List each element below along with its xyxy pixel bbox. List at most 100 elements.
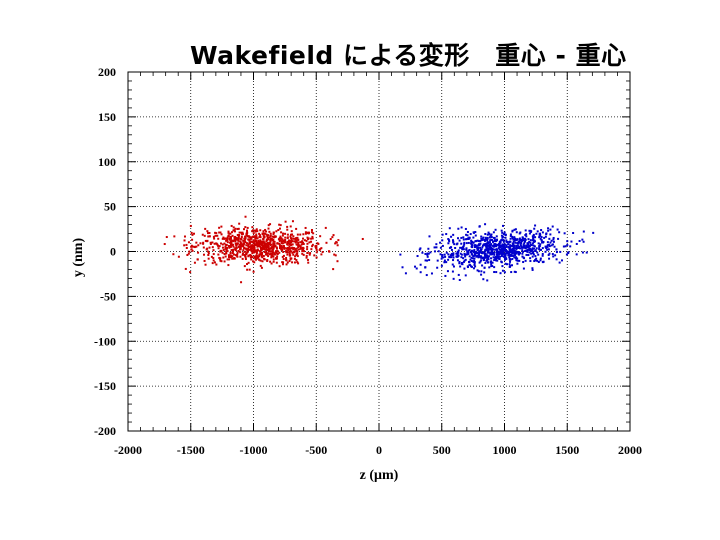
data-point xyxy=(218,256,221,259)
data-point xyxy=(480,270,483,273)
data-point xyxy=(256,242,259,245)
data-point xyxy=(229,255,232,258)
data-point xyxy=(543,236,546,239)
data-point xyxy=(459,265,462,268)
data-point xyxy=(459,252,462,255)
data-point xyxy=(492,236,495,239)
data-point xyxy=(315,251,318,254)
data-point xyxy=(519,239,522,242)
data-point xyxy=(551,243,554,246)
data-point xyxy=(548,245,551,248)
data-point xyxy=(460,256,463,259)
data-point xyxy=(444,274,447,277)
data-point xyxy=(289,247,292,250)
data-point xyxy=(291,233,294,236)
data-point xyxy=(304,232,307,235)
data-point xyxy=(485,259,488,262)
data-point xyxy=(258,253,261,256)
data-point xyxy=(445,251,448,254)
data-point xyxy=(496,259,499,262)
data-point xyxy=(497,247,500,250)
data-point xyxy=(270,250,273,253)
data-point xyxy=(271,238,274,241)
data-point xyxy=(570,240,573,243)
data-point xyxy=(321,250,324,253)
data-point xyxy=(552,255,555,258)
data-point xyxy=(286,243,289,246)
data-point xyxy=(228,258,231,261)
data-point xyxy=(496,239,499,242)
data-point xyxy=(494,240,497,243)
data-point xyxy=(256,230,259,233)
data-point xyxy=(470,249,473,252)
data-point xyxy=(541,254,544,257)
data-point xyxy=(504,236,507,239)
data-point xyxy=(236,242,239,245)
data-point xyxy=(441,255,444,258)
data-point xyxy=(484,233,487,236)
data-point xyxy=(214,234,217,237)
data-point xyxy=(261,244,264,247)
data-point xyxy=(535,232,538,235)
data-point xyxy=(315,248,318,251)
data-point xyxy=(521,255,524,258)
data-point xyxy=(241,231,244,234)
data-point xyxy=(197,251,200,254)
data-point xyxy=(524,238,527,241)
data-point xyxy=(421,251,424,254)
data-point xyxy=(478,261,481,264)
data-point xyxy=(489,239,492,242)
chart-title: Wakefield による変形 重心 - 重心 xyxy=(190,41,627,70)
data-point xyxy=(532,237,535,240)
data-point xyxy=(461,248,464,251)
data-point xyxy=(483,266,486,269)
data-point xyxy=(561,259,564,262)
data-point xyxy=(317,242,320,245)
data-point xyxy=(538,248,541,251)
data-point xyxy=(480,256,483,259)
data-point xyxy=(302,237,305,240)
data-point xyxy=(318,249,321,252)
data-point xyxy=(509,249,512,252)
data-point xyxy=(482,236,485,239)
data-point xyxy=(272,247,275,250)
data-point xyxy=(436,259,439,262)
data-point xyxy=(282,254,285,257)
data-point xyxy=(233,229,236,232)
data-point xyxy=(256,237,259,240)
data-point xyxy=(183,244,186,247)
data-point xyxy=(515,231,518,234)
data-point xyxy=(555,258,558,261)
data-point xyxy=(334,242,337,245)
data-point xyxy=(298,244,301,247)
data-point xyxy=(454,246,457,249)
data-point xyxy=(567,252,570,255)
data-point xyxy=(185,246,188,249)
data-point xyxy=(531,268,534,271)
data-point xyxy=(467,249,470,252)
data-point xyxy=(512,240,515,243)
data-point xyxy=(192,232,195,235)
data-point xyxy=(479,255,482,258)
data-point xyxy=(550,244,553,247)
data-point xyxy=(473,254,476,257)
x-tick-label: 0 xyxy=(376,443,382,457)
data-point xyxy=(551,225,554,228)
data-point xyxy=(282,258,285,261)
data-point xyxy=(508,263,511,266)
data-point xyxy=(524,259,527,262)
data-point xyxy=(233,230,236,233)
data-point xyxy=(247,247,250,250)
data-point xyxy=(527,248,530,251)
data-point xyxy=(547,248,550,251)
data-point xyxy=(301,250,304,253)
data-point xyxy=(462,248,465,251)
data-point xyxy=(291,220,294,223)
data-point xyxy=(514,271,517,274)
data-point xyxy=(285,263,288,266)
data-point xyxy=(530,244,533,247)
data-point xyxy=(538,236,541,239)
data-point xyxy=(223,253,226,256)
data-point xyxy=(272,233,275,236)
data-point xyxy=(478,251,481,254)
